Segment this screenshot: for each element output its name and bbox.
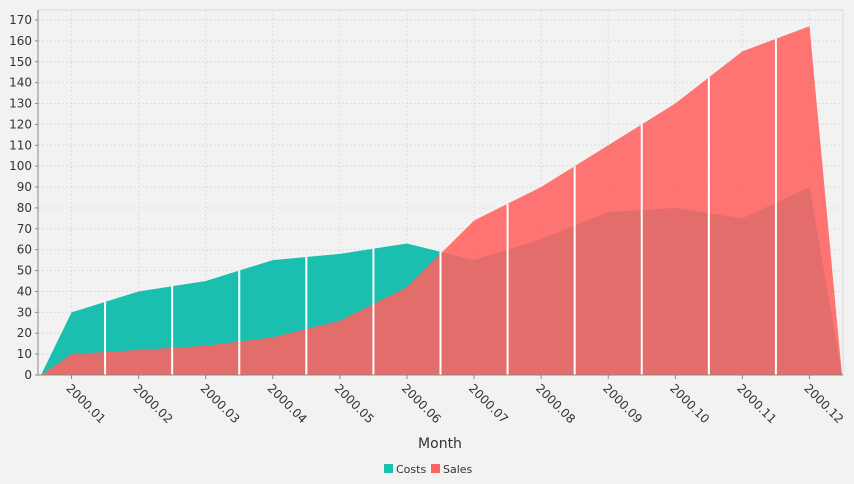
- y-tick-label: 40: [17, 284, 32, 298]
- x-tick-label: 2000.06: [399, 381, 444, 426]
- x-axis-label: Month: [418, 436, 462, 452]
- legend-swatch-costs: [384, 464, 393, 473]
- y-tick-label: 30: [17, 305, 32, 319]
- y-tick-label: 10: [17, 347, 32, 361]
- y-tick-label: 110: [9, 138, 32, 152]
- y-tick-label: 170: [9, 13, 32, 27]
- x-tick-label: 2000.01: [63, 381, 108, 426]
- x-tick-label: 2000.04: [265, 381, 310, 426]
- x-tick-label: 2000.08: [533, 381, 578, 426]
- x-tick-label: 2000.11: [734, 381, 779, 426]
- y-tick-label: 90: [17, 180, 32, 194]
- x-tick-label: 2000.05: [332, 381, 377, 426]
- x-tick-label: 2000.07: [466, 381, 511, 426]
- y-tick-label: 150: [9, 55, 32, 69]
- y-tick-label: 50: [17, 264, 32, 278]
- y-tick-label: 140: [9, 76, 32, 90]
- y-tick-label: 60: [17, 243, 32, 257]
- y-tick-label: 20: [17, 326, 32, 340]
- legend-swatch-sales: [431, 464, 440, 473]
- y-tick-label: 100: [9, 159, 32, 173]
- y-tick-label: 70: [17, 222, 32, 236]
- x-tick-label: 2000.03: [198, 381, 243, 426]
- x-tick-label: 2000.10: [667, 381, 712, 426]
- y-tick-label: 0: [24, 368, 32, 382]
- legend-label-sales: Sales: [443, 463, 473, 476]
- x-tick-label: 2000.12: [801, 381, 846, 426]
- x-tick-label: 2000.02: [131, 381, 176, 426]
- y-tick-label: 160: [9, 34, 32, 48]
- y-tick-label: 80: [17, 201, 32, 215]
- legend-label-costs: Costs: [396, 463, 426, 476]
- y-tick-label: 130: [9, 97, 32, 111]
- y-tick-label: 120: [9, 117, 32, 131]
- x-tick-label: 2000.09: [600, 381, 645, 426]
